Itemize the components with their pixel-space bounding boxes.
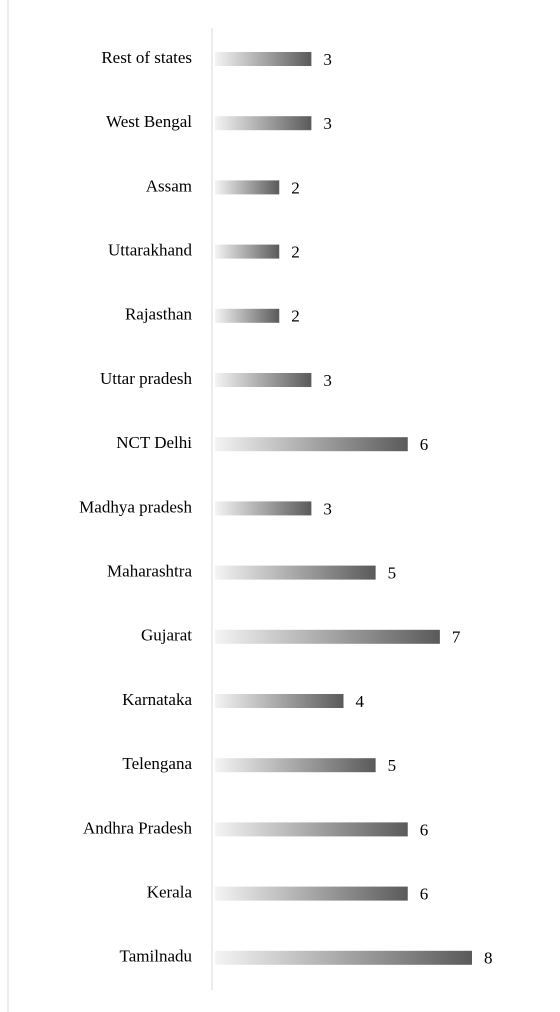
category-label: Madhya pradesh: [79, 497, 192, 516]
value-label: 3: [323, 499, 332, 518]
value-label: 3: [323, 50, 332, 69]
value-label: 5: [388, 756, 397, 775]
category-label: West Bengal: [106, 112, 192, 131]
value-label: 6: [420, 435, 429, 454]
bar: [215, 822, 408, 837]
category-label: Karnataka: [122, 690, 192, 709]
bar: [215, 116, 312, 131]
category-label: Kerala: [147, 883, 193, 902]
value-label: 6: [420, 885, 429, 904]
bar: [215, 373, 312, 387]
bar: [215, 501, 312, 516]
bar: [215, 565, 376, 580]
category-label: Uttar pradesh: [100, 369, 193, 388]
bar: [215, 758, 376, 773]
category-label: Uttarakhand: [108, 241, 193, 260]
value-label: 6: [420, 820, 429, 839]
bar: [215, 52, 312, 66]
bar: [215, 308, 280, 323]
value-label: 3: [323, 371, 332, 390]
bar: [215, 886, 408, 901]
bar: [215, 694, 344, 708]
value-label: 2: [291, 243, 300, 262]
value-label: 2: [291, 307, 300, 326]
category-label: Andhra Pradesh: [83, 818, 193, 837]
category-label: Telengana: [122, 754, 192, 773]
category-label: Assam: [146, 176, 192, 195]
bar: [215, 244, 280, 259]
category-label: Tamilnadu: [120, 947, 193, 966]
category-label: Rest of states: [101, 48, 192, 67]
value-label: 4: [356, 692, 365, 711]
value-label: 3: [323, 114, 332, 133]
category-label: Rajasthan: [125, 305, 193, 324]
bar: [215, 180, 280, 195]
category-label: Gujarat: [141, 626, 192, 645]
value-label: 8: [484, 949, 493, 968]
value-label: 7: [452, 628, 461, 647]
value-label: 5: [388, 564, 397, 583]
value-label: 2: [291, 178, 300, 197]
bar: [215, 629, 440, 644]
category-label: NCT Delhi: [116, 433, 192, 452]
bar: [215, 950, 472, 965]
bar: [215, 437, 408, 452]
category-label: Maharashtra: [107, 562, 192, 581]
